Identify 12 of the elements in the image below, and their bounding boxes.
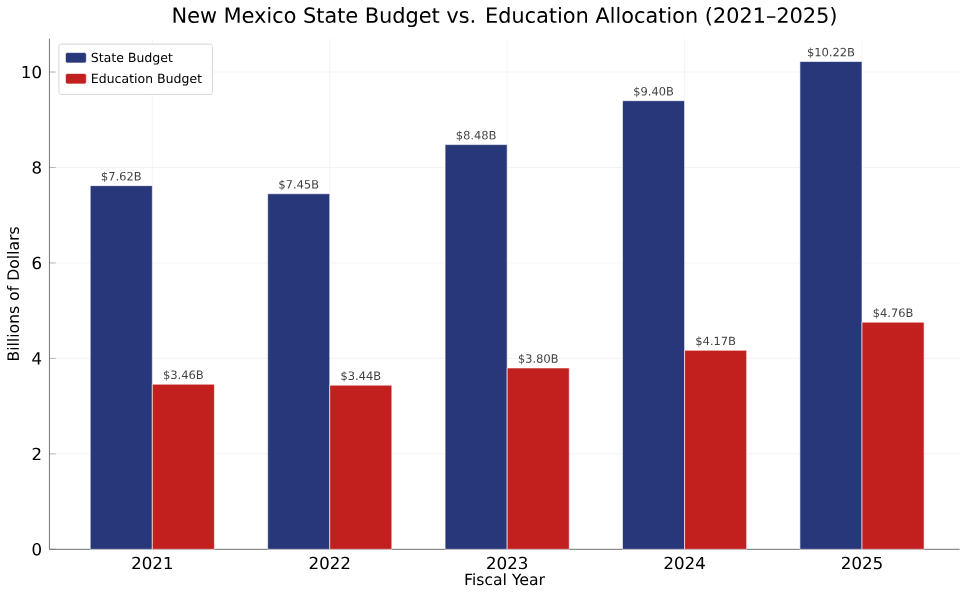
x-tick-label: 2022 bbox=[309, 556, 350, 570]
y-tick-label: 8 bbox=[32, 161, 41, 174]
x-tick-label: 2021 bbox=[132, 556, 172, 570]
y-tick-label: 4 bbox=[32, 352, 42, 365]
x-tick-label: 2023 bbox=[487, 556, 528, 570]
chart-title: New Mexico State Budget vs. Education Allocation (2021–2025) bbox=[173, 6, 836, 28]
y-tick-label: 2 bbox=[32, 447, 41, 460]
x-tick-label: 2024 bbox=[664, 556, 705, 570]
y-tick-label: 0 bbox=[32, 542, 41, 556]
y-tick-label: 10 bbox=[22, 65, 41, 79]
x-tick-label: 2025 bbox=[842, 556, 882, 570]
y-tick-label: 6 bbox=[32, 256, 41, 270]
